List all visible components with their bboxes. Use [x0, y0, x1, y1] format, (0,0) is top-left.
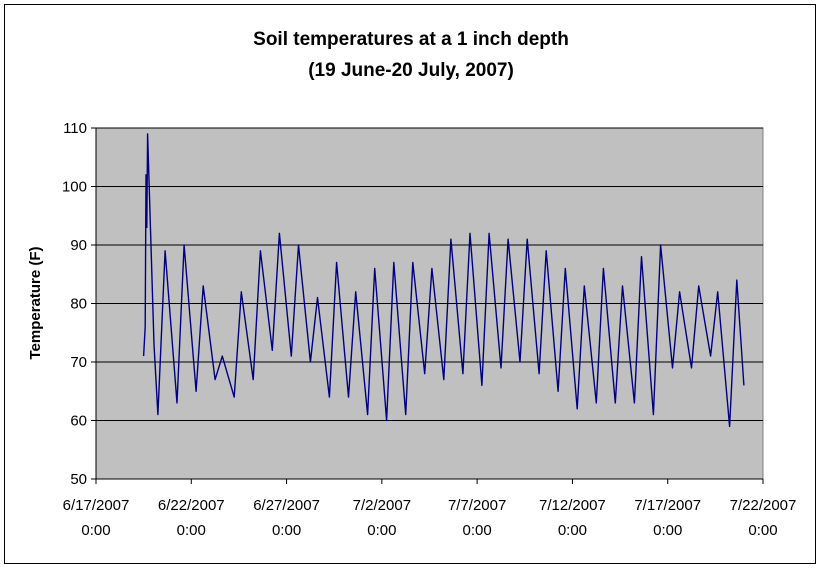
y-tick-label: 100	[62, 179, 87, 196]
y-axis-label: Temperature (F)	[27, 246, 44, 359]
axes	[91, 127, 764, 484]
x-tick-label-time: 0:00	[177, 522, 206, 539]
y-tick-label: 80	[70, 296, 87, 313]
y-tick-label: 60	[70, 413, 87, 430]
x-tick-label-time: 0:00	[653, 522, 682, 539]
x-tick-label-time: 0:00	[272, 522, 301, 539]
x-tick-label-time: 0:00	[81, 522, 110, 539]
x-tick-label-date: 6/27/2007	[253, 497, 320, 514]
x-tick-label-date: 7/2/2007	[353, 497, 411, 514]
x-tick-label-date: 7/22/2007	[730, 497, 797, 514]
x-tick-label-time: 0:00	[367, 522, 396, 539]
x-tick-label-date: 6/22/2007	[158, 497, 225, 514]
x-tick-label-date: 7/7/2007	[448, 497, 506, 514]
y-tick-label: 90	[70, 237, 87, 254]
y-tick-label: 50	[70, 471, 87, 488]
chart-title: Soil temperatures at a 1 inch depth	[253, 29, 569, 50]
x-tick-label-date: 6/17/2007	[63, 497, 130, 514]
y-tick-label: 110	[63, 120, 87, 137]
x-tick-label-time: 0:00	[558, 522, 587, 539]
series-line-soil-temperature	[142, 133, 745, 428]
x-tick-label-date: 7/12/2007	[539, 497, 606, 514]
y-tick-labels: 50 60 70 80 90 100 110	[62, 120, 87, 488]
x-tick-label-date: 7/17/2007	[634, 497, 701, 514]
x-tick-label-time: 0:00	[463, 522, 492, 539]
x-tick-labels: 6/17/2007 0:00 6/22/2007 0:00 6/27/2007 0:00 7…	[63, 497, 797, 539]
y-tick-label: 70	[70, 354, 87, 371]
chart-subtitle: (19 June-20 July, 2007)	[308, 60, 514, 81]
x-tick-label-time: 0:00	[748, 522, 777, 539]
